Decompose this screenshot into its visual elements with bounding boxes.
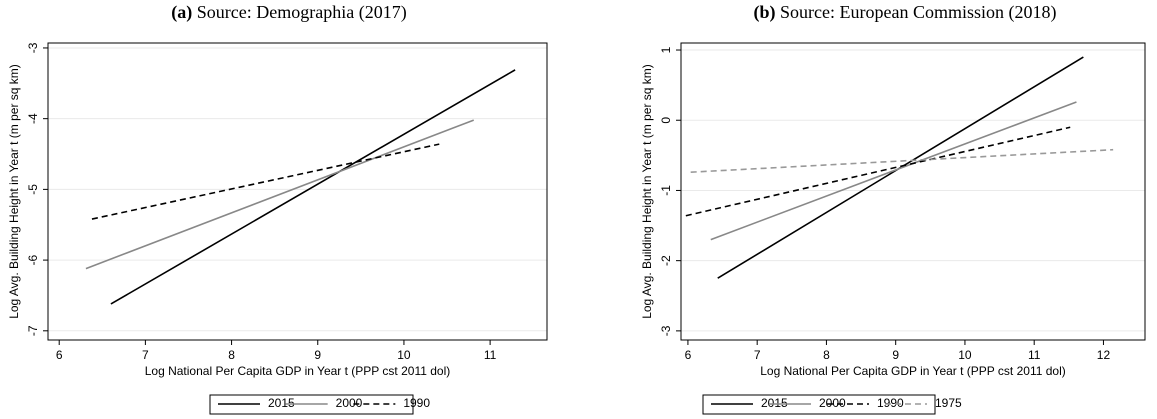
y-tick-label: -1 [659, 185, 673, 196]
series-line [91, 143, 440, 220]
legend-label: 1990 [403, 396, 430, 410]
legend-label: 2015 [268, 396, 295, 410]
x-tick-label: 8 [228, 348, 235, 362]
title-text: Source: Demographia (2017) [197, 2, 407, 23]
y-tick-label: -4 [26, 113, 40, 124]
x-tick-label: 6 [56, 348, 63, 362]
x-tick-label: 6 [685, 348, 692, 362]
series-line [710, 101, 1077, 241]
y-axis-label: Log Avg. Building Height in Year t (m pe… [7, 64, 21, 319]
x-tick-label: 9 [892, 348, 899, 362]
x-axis-label: Log National Per Capita GDP in Year t (P… [760, 364, 1066, 378]
series-line [690, 148, 1114, 173]
y-axis-label: Log Avg. Building Height in Year t (m pe… [640, 64, 654, 319]
series-line [110, 69, 516, 305]
plot-frame [47, 42, 548, 341]
y-tick-label: 1 [659, 46, 673, 53]
x-tick-label: 7 [754, 348, 761, 362]
legend-label: 1975 [935, 396, 962, 410]
series-line [685, 126, 1071, 217]
plot-frame [680, 42, 1146, 341]
chart-title: (a) Source: Demographia (2017) [171, 2, 406, 23]
x-tick-label: 11 [484, 348, 497, 362]
x-tick-label: 10 [958, 348, 972, 362]
title-text: Source: European Commission (2018) [780, 2, 1056, 23]
panel-label: (a) [171, 2, 192, 23]
x-tick-label: 8 [823, 348, 830, 362]
y-tick-label: 0 [659, 117, 673, 124]
y-tick-label: -6 [26, 254, 40, 265]
y-tick-label: -2 [659, 255, 673, 266]
x-tick-label: 7 [142, 348, 149, 362]
x-axis-label: Log National Per Capita GDP in Year t (P… [145, 364, 451, 378]
legend-label: 2015 [761, 396, 788, 410]
panel-label: (b) [754, 2, 776, 23]
legend-label: 2000 [336, 396, 363, 410]
x-tick-label: 9 [314, 348, 321, 362]
y-tick-label: -5 [26, 184, 40, 195]
y-tick-label: -3 [26, 42, 40, 53]
x-tick-label: 12 [1097, 348, 1111, 362]
x-tick-label: 11 [1028, 348, 1041, 362]
legend-label: 1990 [877, 396, 904, 410]
legend-box [702, 394, 936, 415]
legend-box [209, 394, 414, 415]
legend-label: 2000 [819, 396, 846, 410]
series-line [85, 119, 475, 270]
chart-title: (b) Source: European Commission (2018) [754, 2, 1057, 23]
y-tick-label: -3 [659, 325, 673, 336]
x-tick-label: 10 [397, 348, 411, 362]
y-tick-label: -7 [26, 325, 40, 336]
